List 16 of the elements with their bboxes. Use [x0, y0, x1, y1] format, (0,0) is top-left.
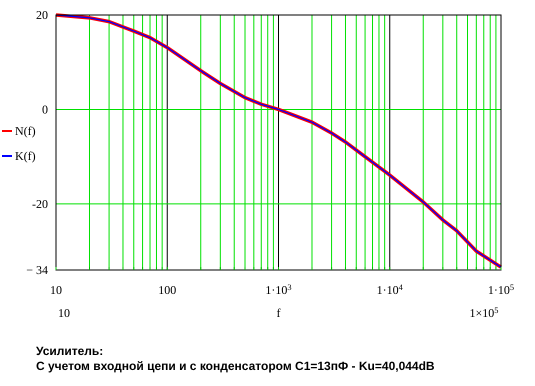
y-tick-label: -20: [32, 196, 48, 211]
x-tick-label: 100: [158, 283, 176, 297]
x-tick-label: 10: [50, 283, 62, 297]
text: 1×10$^{5}$: [470, 306, 498, 320]
y-tick-label: 20: [36, 8, 48, 22]
x-axis-title: f: [276, 306, 280, 320]
x-tick-label: 1·10$^{3}$: [265, 282, 292, 297]
text: Усилитель:: [36, 344, 104, 358]
legend-label: N(f): [15, 124, 36, 138]
text: 10: [58, 306, 70, 320]
text: С учетом входной цепи и с конденсатором C1=13пФ - Ku=40,044dB: [36, 359, 435, 373]
legend-label: K(f): [15, 149, 36, 163]
x-tick-label: 1·10$^{5}$: [488, 282, 514, 297]
y-tick-label: 0: [42, 102, 48, 116]
x-tick-label: 1·10$^{4}$: [376, 282, 404, 297]
y-tick-label: − 34: [26, 263, 48, 277]
